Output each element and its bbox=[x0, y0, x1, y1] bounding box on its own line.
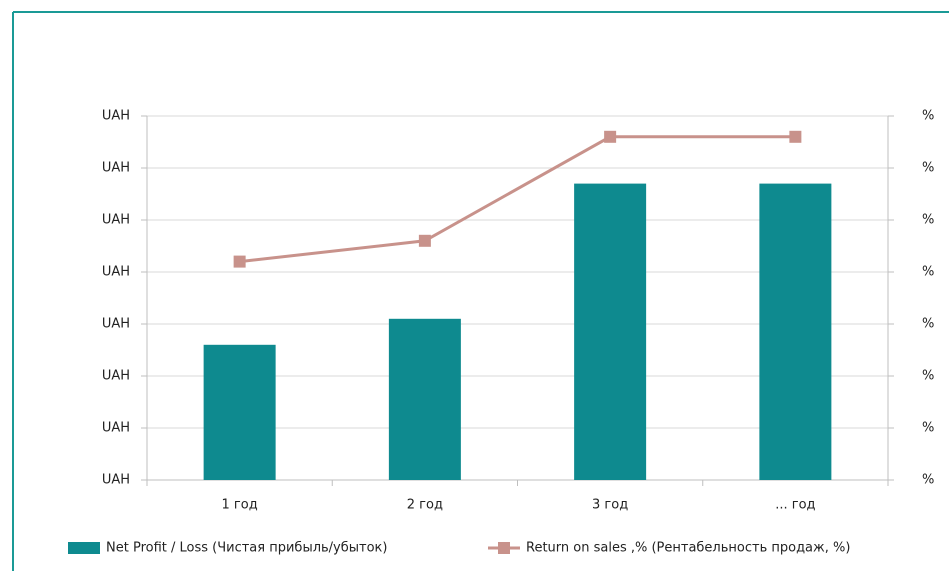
y-tick-label: UAH bbox=[102, 369, 130, 384]
y2-tick-label: % bbox=[922, 109, 934, 124]
legend-marker bbox=[498, 542, 510, 554]
marker bbox=[233, 255, 246, 268]
y2-tick-label: % bbox=[922, 265, 934, 280]
y-tick-label: UAH bbox=[102, 317, 130, 332]
y2-tick-label: % bbox=[922, 473, 934, 488]
y-tick-label: UAH bbox=[102, 109, 130, 124]
bar bbox=[388, 318, 461, 480]
bar bbox=[203, 344, 276, 480]
x-tick-label: 2 год bbox=[407, 498, 443, 513]
x-tick-label: 3 год bbox=[592, 498, 628, 513]
y-tick-label: UAH bbox=[102, 473, 130, 488]
marker bbox=[789, 130, 802, 143]
legend-label: Return on sales ,% (Рентабельность прода… bbox=[526, 541, 850, 556]
bar bbox=[759, 183, 832, 480]
y2-tick-label: % bbox=[922, 421, 934, 436]
y-tick-label: UAH bbox=[102, 265, 130, 280]
y-tick-label: UAH bbox=[102, 421, 130, 436]
y2-tick-label: % bbox=[922, 317, 934, 332]
y-tick-label: UAH bbox=[102, 161, 130, 176]
y-tick-label: UAH bbox=[102, 213, 130, 228]
legend-label: Net Profit / Loss (Чистая прибыль/убыток… bbox=[106, 541, 387, 556]
bar bbox=[574, 183, 647, 480]
legend-swatch bbox=[68, 542, 100, 554]
x-tick-label: ... год bbox=[775, 498, 815, 513]
marker bbox=[418, 234, 431, 247]
y2-tick-label: % bbox=[922, 369, 934, 384]
line bbox=[239, 135, 796, 264]
marker bbox=[604, 130, 617, 143]
x-tick-label: 1 год bbox=[222, 498, 258, 513]
y2-tick-label: % bbox=[922, 161, 934, 176]
y2-tick-label: % bbox=[922, 213, 934, 228]
